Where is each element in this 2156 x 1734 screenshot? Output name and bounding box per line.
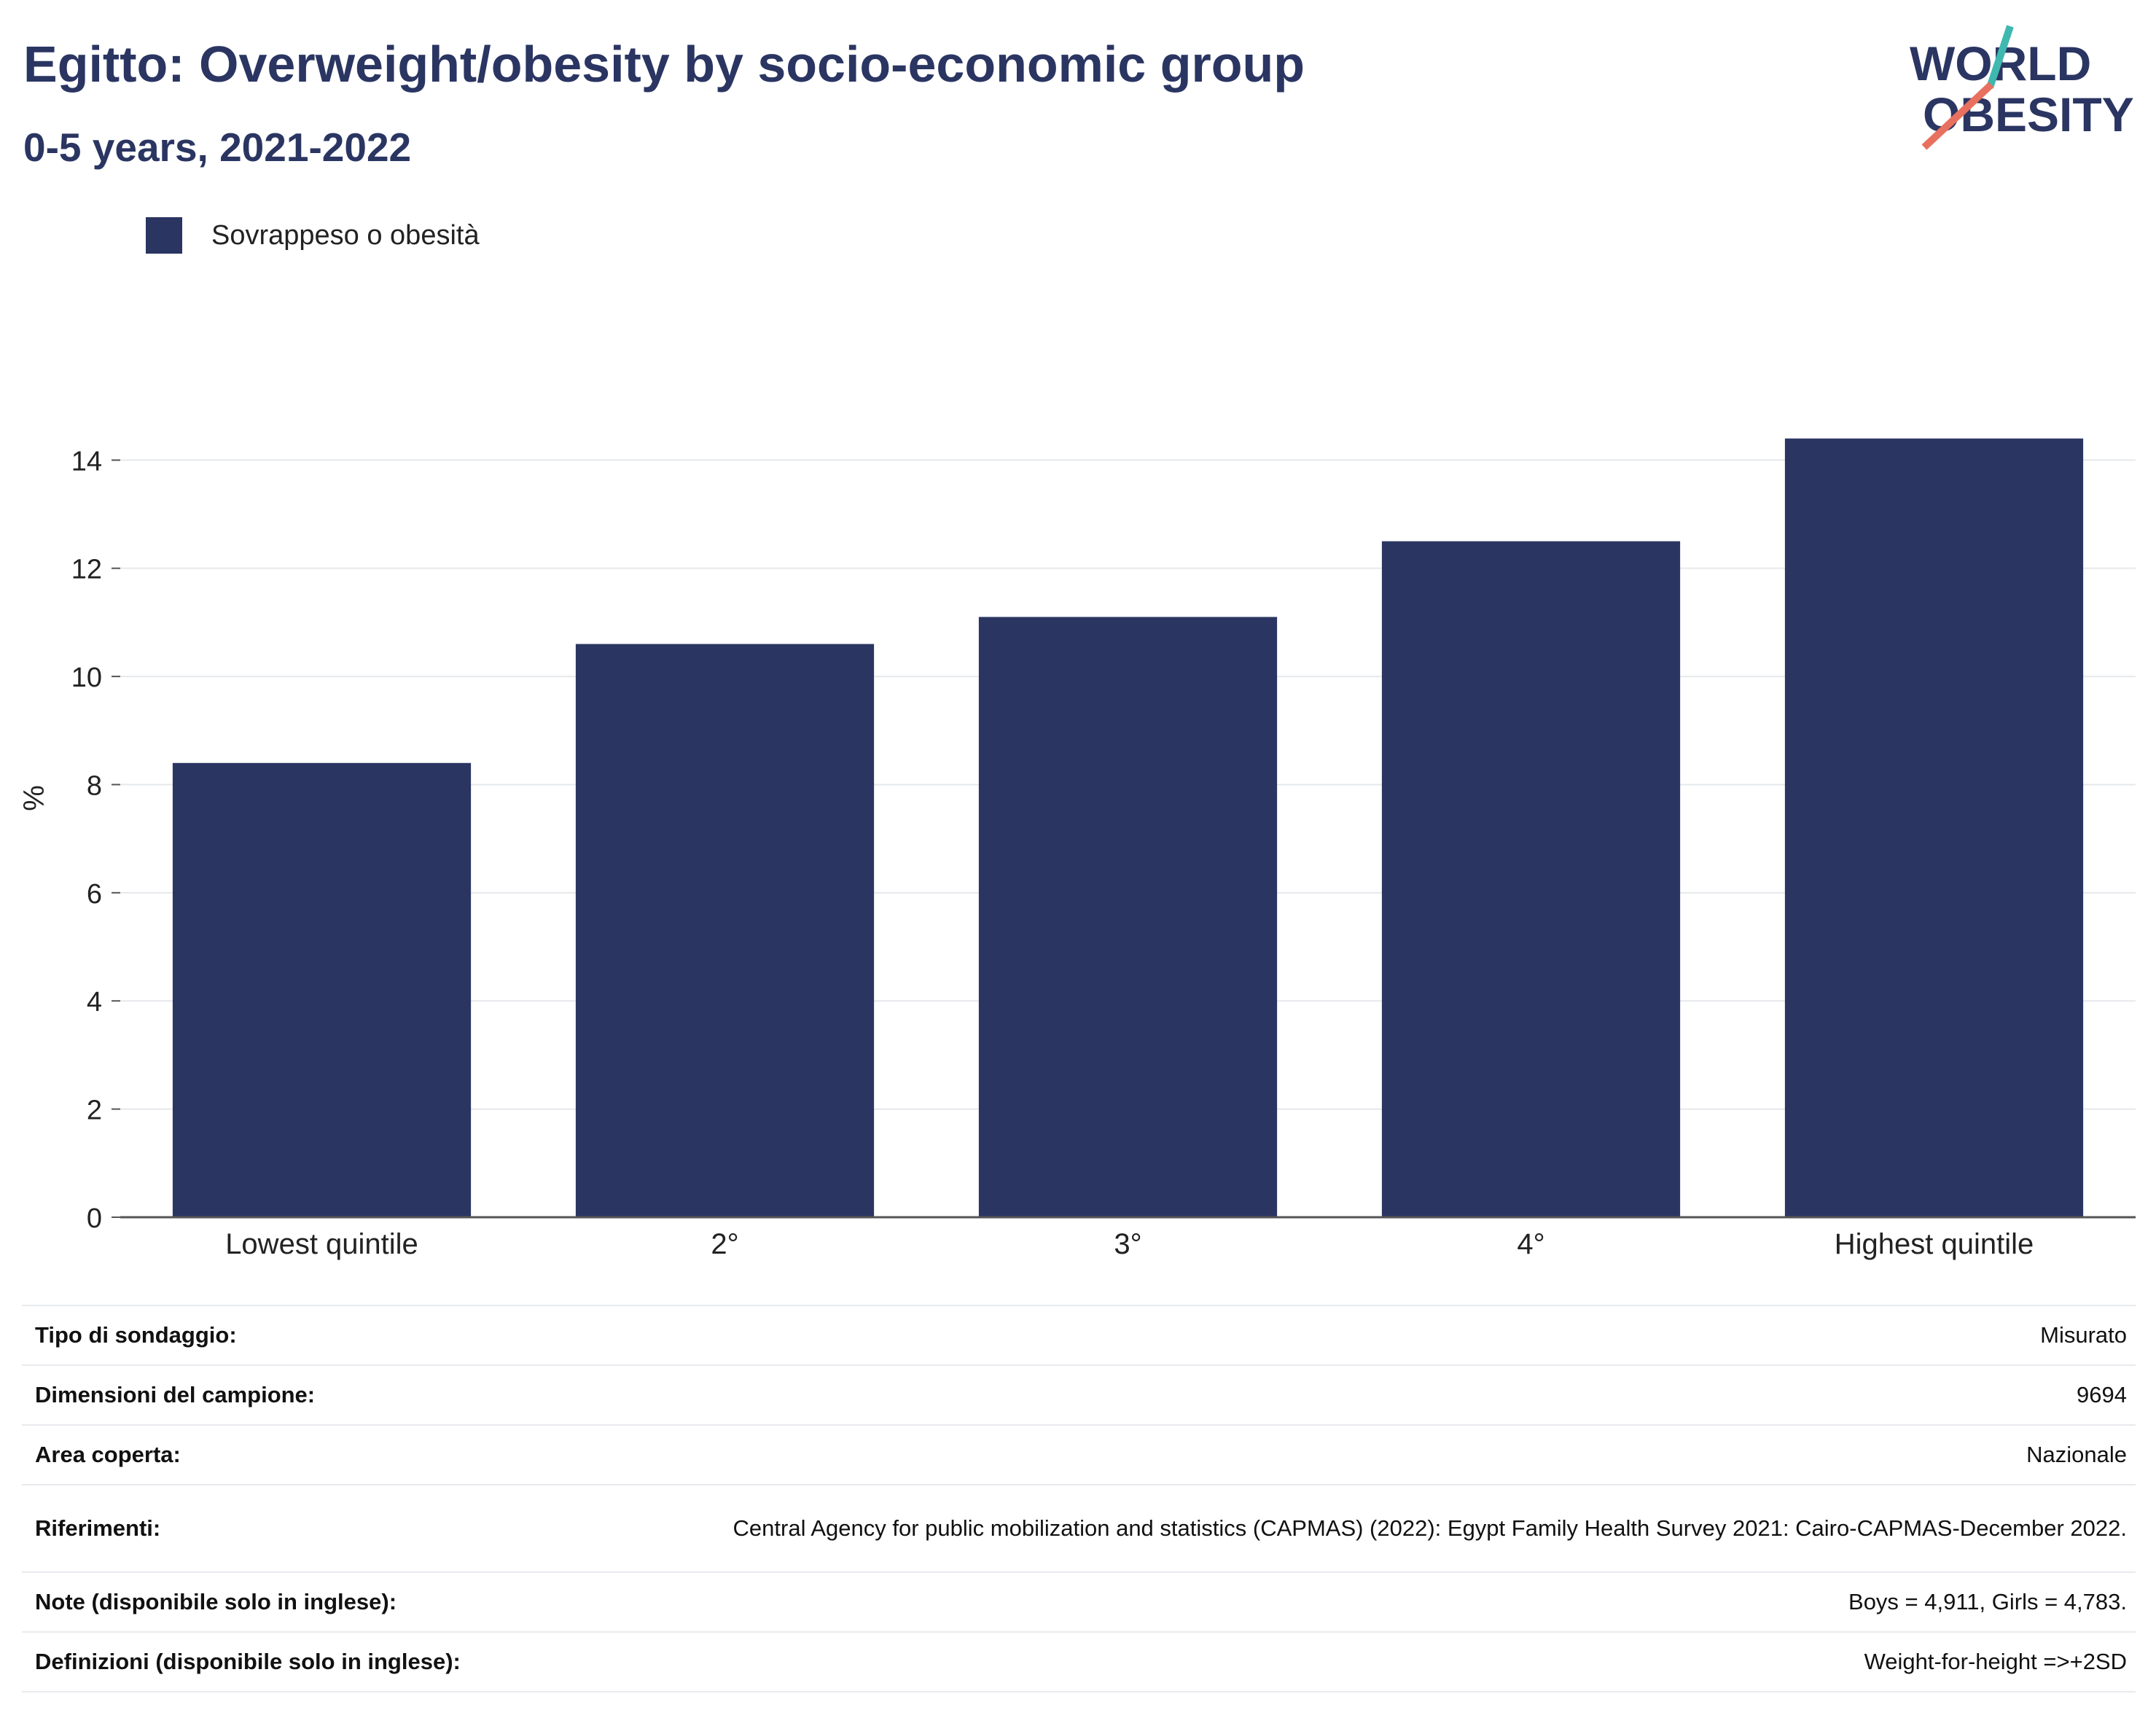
world-obesity-logo: WORLD OBESITY xyxy=(1910,25,2134,150)
bar xyxy=(172,762,472,1217)
info-row: Area coperta: Nazionale xyxy=(22,1425,2136,1485)
info-label: Riferimenti: xyxy=(22,1485,560,1573)
y-tick-label: 2 xyxy=(87,1096,102,1126)
bar-chart: 0 2 4 6 8 10 12 14 Lowest quintile 2° 3° 4° Highest… xyxy=(18,438,2136,1260)
info-row: Dimensioni del campione: 9694 xyxy=(22,1365,2136,1426)
chart-title: Egitto: Overweight/obesity by socio-econ… xyxy=(23,36,1305,93)
info-value: Central Agency for public mobilization a… xyxy=(560,1485,2136,1573)
info-label: Definizioni (disponibile solo in inglese… xyxy=(22,1632,560,1692)
x-tick-label: Highest quintile xyxy=(1835,1228,2034,1260)
y-axis-label: % xyxy=(18,785,50,811)
info-row: Riferimenti: Central Agency for public mo… xyxy=(22,1485,2136,1573)
y-tick-label: 6 xyxy=(87,879,102,910)
logo-slash-teal xyxy=(1986,25,2014,89)
x-tick-label: 4° xyxy=(1517,1228,1544,1260)
info-label: Dimensioni del campione: xyxy=(22,1365,560,1426)
x-axis-labels: Lowest quintile 2° 3° 4° Highest quintile xyxy=(225,1228,2034,1260)
bar xyxy=(978,617,1278,1217)
info-table: Tipo di sondaggio: Misurato Dimensioni del… xyxy=(22,1305,2136,1692)
info-value: Weight-for-height =>+2SD xyxy=(560,1632,2136,1692)
x-tick-label: Lowest quintile xyxy=(225,1228,418,1260)
bar xyxy=(1784,438,2084,1217)
info-row: Tipo di sondaggio: Misurato xyxy=(22,1305,2136,1366)
y-tick-label: 12 xyxy=(71,555,102,585)
y-tick-label: 0 xyxy=(87,1203,102,1234)
bar xyxy=(1381,541,1681,1217)
info-value: 9694 xyxy=(560,1365,2136,1426)
legend-swatch xyxy=(146,217,182,254)
chart-subtitle: 0-5 years, 2021-2022 xyxy=(23,125,412,170)
bar xyxy=(575,644,875,1217)
y-tick-label: 10 xyxy=(71,663,102,693)
info-value: Nazionale xyxy=(560,1425,2136,1485)
bars xyxy=(172,438,2084,1217)
x-tick-label: 2° xyxy=(711,1228,738,1260)
y-tick-label: 8 xyxy=(87,770,102,801)
info-row: Note (disponibile solo in inglese): Boys … xyxy=(22,1572,2136,1633)
info-row: Definizioni (disponibile solo in inglese… xyxy=(22,1632,2136,1692)
info-value: Misurato xyxy=(560,1305,2136,1366)
legend: Sovrappeso o obesità xyxy=(146,217,480,254)
x-tick-label: 3° xyxy=(1114,1228,1141,1260)
info-label: Area coperta: xyxy=(22,1425,560,1485)
y-tick-label: 4 xyxy=(87,987,102,1018)
y-axis-ticks: 0 2 4 6 8 10 12 14 xyxy=(71,446,120,1234)
logo-slash-coral xyxy=(1921,82,1994,150)
info-label: Note (disponibile solo in inglese): xyxy=(22,1572,560,1633)
info-label: Tipo di sondaggio: xyxy=(22,1305,560,1366)
y-tick-label: 14 xyxy=(71,446,102,477)
legend-label: Sovrappeso o obesità xyxy=(211,219,480,251)
info-value: Boys = 4,911, Girls = 4,783. xyxy=(560,1572,2136,1633)
